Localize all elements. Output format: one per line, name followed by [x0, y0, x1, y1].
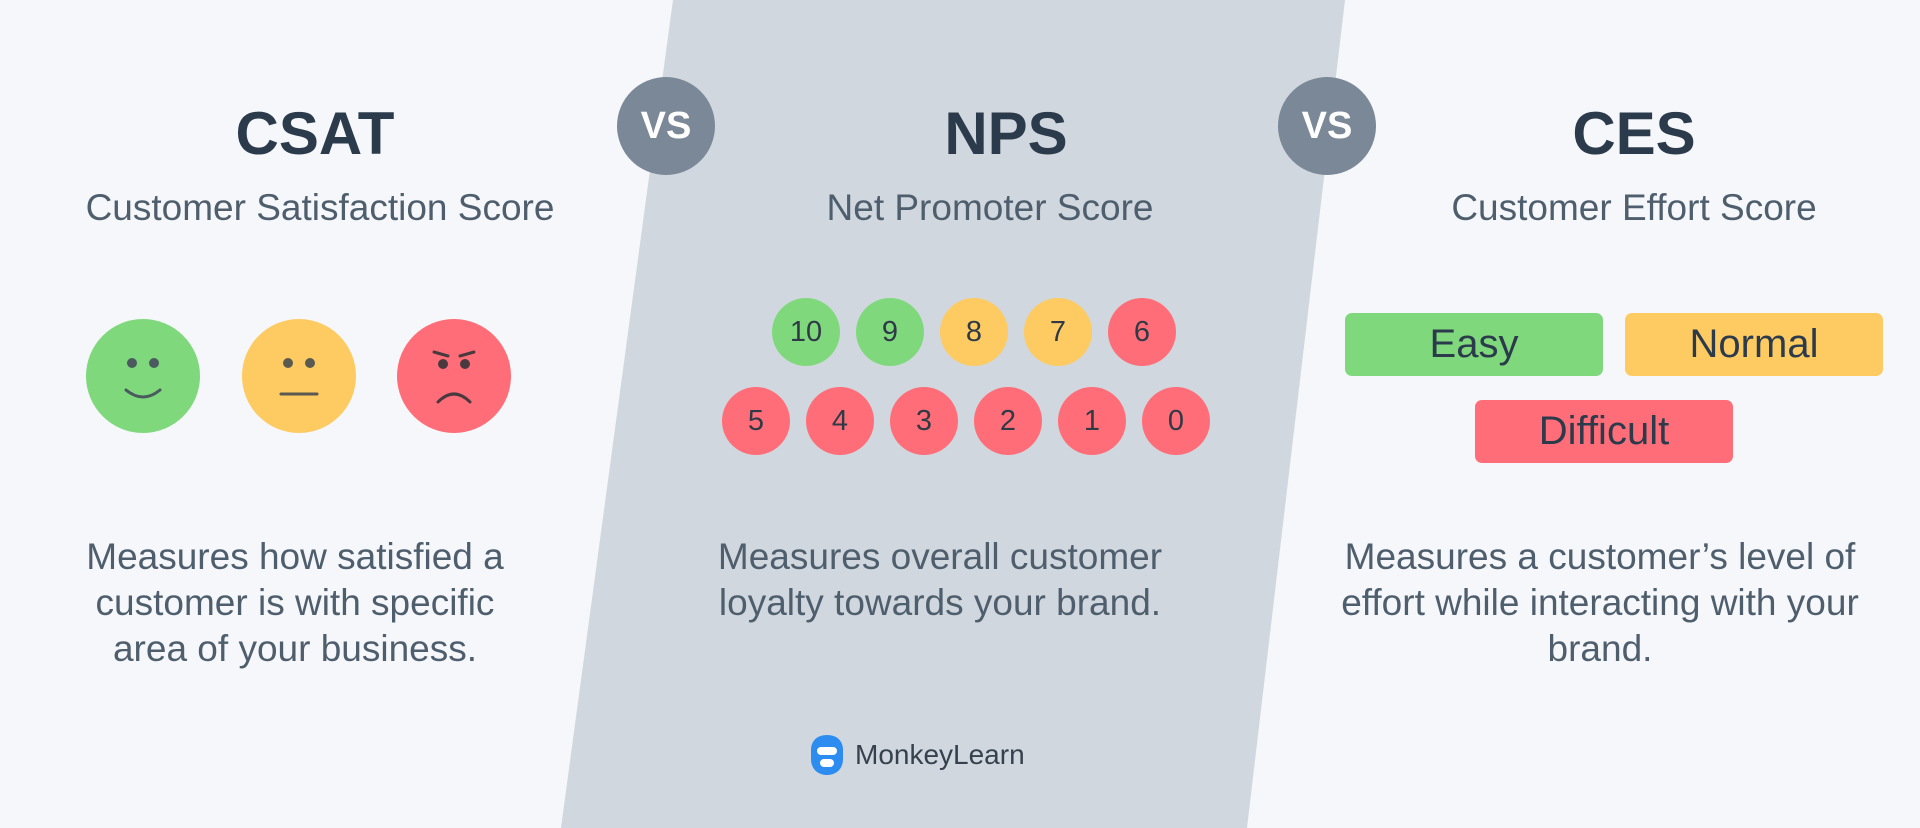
nps-score-2: 2 [974, 387, 1042, 455]
nps-score-0: 0 [1142, 387, 1210, 455]
ces-description: Measures a customer’s level of effort wh… [1341, 536, 1859, 669]
csat-title: CSAT [235, 100, 395, 167]
nps-score-10: 10 [772, 298, 840, 366]
nps-description: Measures overall customer loyalty toward… [717, 536, 1163, 623]
vs-badge-left: VS [617, 77, 715, 175]
ces-level-easy: Easy [1345, 313, 1603, 376]
neutral-face-icon [242, 319, 356, 433]
brand-logo: MonkeyLearn [808, 733, 1025, 777]
angry-face-icon [397, 319, 511, 433]
nps-subtitle: Net Promoter Score [826, 187, 1154, 228]
nps-title: NPS [944, 100, 1068, 167]
nps-score-9: 9 [856, 298, 924, 366]
nps-score-4: 4 [806, 387, 874, 455]
vs-badge-right: VS [1278, 77, 1376, 175]
csat-subtitle: Customer Satisfaction Score [85, 187, 555, 228]
ces-subtitle: Customer Effort Score [1451, 187, 1817, 228]
nps-score-8: 8 [940, 298, 1008, 366]
nps-score-7: 7 [1024, 298, 1092, 366]
ces-level-difficult: Difficult [1475, 400, 1733, 463]
nps-score-5: 5 [722, 387, 790, 455]
nps-score-3: 3 [890, 387, 958, 455]
nps-score-6: 6 [1108, 298, 1176, 366]
monkey-logo-icon [811, 735, 843, 775]
ces-level-normal: Normal [1625, 313, 1883, 376]
happy-face-icon [86, 319, 200, 433]
ces-title: CES [1572, 100, 1696, 167]
csat-description: Measures how satisfied a customer is wit… [86, 536, 504, 669]
brand-name: MonkeyLearn [855, 739, 1025, 770]
nps-score-1: 1 [1058, 387, 1126, 455]
